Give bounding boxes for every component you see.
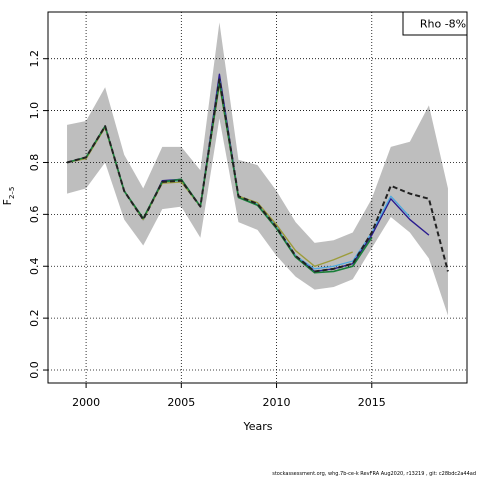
svg-text:F2–5: F2–5 [1,187,16,206]
y-tick-label: 0.6 [28,206,41,224]
footer-credit: stockassessment.org, whg.7b-ce-k RevFRA … [272,471,476,477]
y-tick-label: 0.8 [28,154,41,172]
confidence-band [67,22,448,316]
y-tick-label: 0.4 [28,258,41,276]
y-axis-label-main: F [1,199,14,205]
x-axis-label: Years [242,420,272,433]
x-tick-label: 2015 [358,396,386,409]
plot-frame [47,11,468,384]
y-tick-label: 1.0 [28,102,41,120]
legend-text: Rho -8% [420,18,466,31]
confidence-band-layer [67,22,448,316]
x-tick-label: 2010 [263,396,291,409]
x-tick-label: 2005 [167,396,195,409]
y-tick-label: 0.2 [28,309,41,327]
series-layer [66,73,449,274]
y-axis: 0.0 0.2 0.4 0.6 0.8 1.0 1.2 [28,50,48,379]
grid-layer [48,12,467,383]
x-tick-label: 2000 [72,396,100,409]
legend-box [402,11,468,36]
legend: Rho -8% [402,11,468,36]
y-tick-label: 1.2 [28,50,41,68]
y-axis-label: F2–5 [1,187,16,206]
x-axis: 2000 2005 2010 2015 [72,383,386,409]
y-axis-label-sub: 2–5 [8,187,16,199]
y-tick-label: 0.0 [28,361,41,379]
